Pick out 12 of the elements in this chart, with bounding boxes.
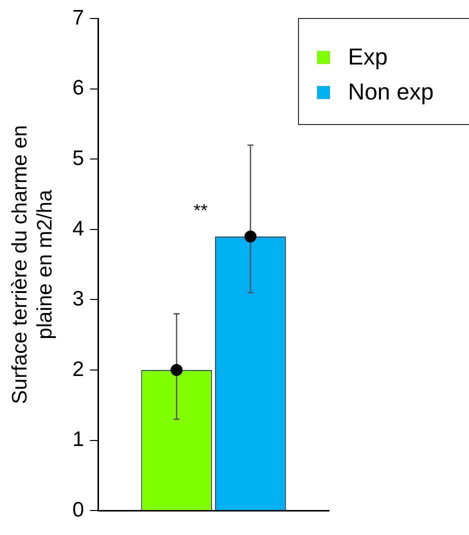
y-axis-title: Surface terrière du charme en plaine en m2/ha xyxy=(8,125,57,404)
y-tick-label: 3 xyxy=(72,288,84,311)
legend-label: Exp xyxy=(348,43,388,70)
y-tick-label: 5 xyxy=(72,146,84,170)
y-tick-label: 6 xyxy=(72,76,84,100)
legend-label: Non exp xyxy=(348,78,434,104)
y-tick-label: 2 xyxy=(72,358,84,381)
y-tick-label: 7 xyxy=(72,6,84,30)
y-tick-label: 4 xyxy=(72,217,84,240)
y-tick-label: 1 xyxy=(72,428,84,452)
y-tick-label: 0 xyxy=(72,498,84,522)
annotation: ** xyxy=(194,200,208,221)
